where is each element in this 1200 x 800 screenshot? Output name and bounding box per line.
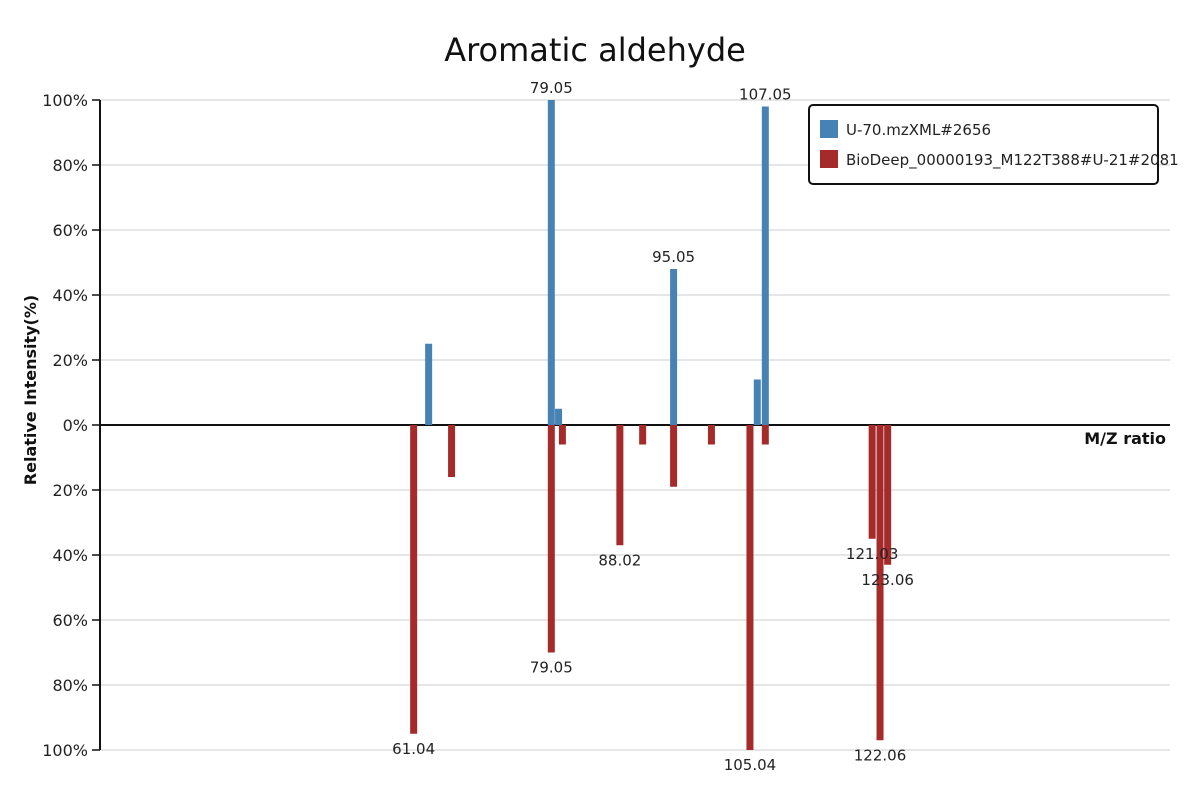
peak-bar: [876, 425, 884, 741]
peak-label: 88.02: [598, 551, 641, 569]
peak-bar: [448, 425, 456, 477]
peak-label: 61.04: [392, 740, 435, 758]
y-tick-label: 40%: [52, 546, 88, 565]
x-axis-label: M/Z ratio: [1084, 429, 1166, 448]
legend-box: [808, 104, 1159, 185]
peak-bar: [616, 425, 624, 546]
y-tick-label: 100%: [42, 741, 88, 760]
chart-title: Aromatic aldehyde: [444, 31, 746, 69]
peak-bars: [410, 100, 892, 750]
peak-bar: [753, 379, 761, 425]
peak-bar: [555, 408, 563, 425]
peak-bar: [547, 100, 555, 425]
peak-bar: [670, 425, 678, 487]
peak-bar: [670, 269, 678, 425]
y-tick-label: 0%: [63, 416, 88, 435]
peak-bar: [761, 106, 769, 425]
peak-label: 122.06: [854, 746, 907, 764]
y-tick-label: 20%: [52, 481, 88, 500]
y-tick-label: 80%: [52, 156, 88, 175]
grid-lines: [100, 99, 1170, 751]
peak-bar: [707, 425, 715, 445]
peak-label: 107.05: [739, 86, 792, 104]
y-tick-label: 40%: [52, 286, 88, 305]
y-tick-label: 60%: [52, 611, 88, 630]
y-tick-label: 80%: [52, 676, 88, 695]
peak-bar: [746, 425, 754, 750]
peak-bar: [884, 425, 892, 565]
peak-label: 123.06: [861, 571, 914, 589]
legend-swatch-query: [820, 120, 838, 138]
peak-label: 121.03: [846, 545, 899, 563]
peak-label: 95.05: [652, 248, 695, 266]
peak-bar: [761, 425, 769, 445]
peak-label: 79.05: [530, 79, 573, 97]
y-axis-label: Relative Intensity(%): [21, 295, 40, 485]
legend-label-query: U-70.mzXML#2656: [846, 121, 991, 139]
legend-swatch-reference: [820, 150, 838, 168]
y-tick-label: 100%: [42, 91, 88, 110]
peak-bar: [639, 425, 647, 445]
peak-label: 105.04: [724, 756, 777, 774]
peak-bar: [410, 425, 418, 734]
axes: 100% 80% 60% 40% 20% 0% 20% 40% 60% 80% 100%: [42, 91, 1170, 760]
y-tick-label: 20%: [52, 351, 88, 370]
peak-labels: 79.05 95.05 107.05 61.04 79.05 88.02 105.04 121…: [392, 79, 914, 774]
peak-label: 79.05: [530, 659, 573, 677]
peak-bar: [547, 425, 555, 653]
peak-bar: [868, 425, 876, 539]
peak-bar: [558, 425, 566, 445]
y-tick-label: 60%: [52, 221, 88, 240]
legend: U-70.mzXML#2656 BioDeep_00000193_M122T38…: [808, 104, 1179, 185]
peak-bar: [425, 343, 433, 425]
legend-label-reference: BioDeep_00000193_M122T388#U-21#2081: [846, 151, 1179, 170]
